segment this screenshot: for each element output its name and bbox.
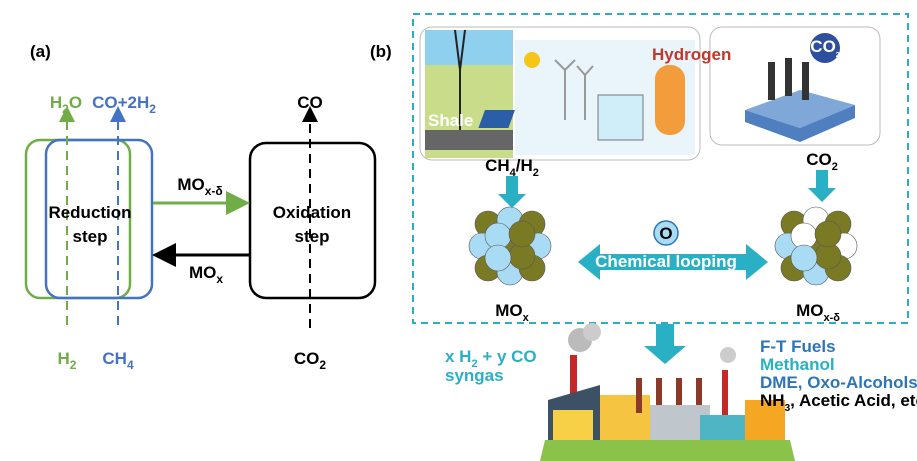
oxide-label: MOx — [495, 301, 529, 324]
panel-label: (a) — [30, 42, 51, 61]
shale-sky — [425, 30, 513, 65]
subscript: 2 — [832, 161, 838, 173]
label-text: CO — [297, 93, 323, 112]
step-label: step — [295, 227, 330, 246]
reactant-label: CH4 — [102, 349, 134, 372]
particle — [791, 245, 817, 271]
label-text: NH — [760, 391, 785, 410]
label-text: H — [50, 93, 62, 112]
h2-tank — [655, 65, 685, 135]
product-label: H2O — [50, 93, 82, 116]
label-text: MO — [177, 175, 204, 194]
particle — [485, 245, 511, 271]
label-text: F-T Fuels — [760, 337, 836, 356]
hydrogen-tag: Hydrogen — [652, 45, 731, 64]
oxide-particles — [469, 207, 857, 285]
step-label: Oxidation — [273, 203, 351, 222]
emission-tag: CO2 — [810, 37, 840, 59]
label-text: MO — [495, 301, 522, 320]
chimney — [785, 58, 792, 96]
reactant-label: H2 — [58, 349, 77, 372]
product-item: DME, Oxo-Alcohols — [760, 373, 917, 392]
label-text: + y CO — [478, 347, 537, 366]
label-text: CO — [294, 349, 320, 368]
panel-label: (b) — [370, 42, 392, 61]
reactant-label: CO2 — [294, 349, 327, 372]
syngas-label: syngas — [445, 366, 504, 385]
feed-arrow-right — [808, 170, 836, 202]
step-label: step — [73, 227, 108, 246]
subscript: 4 — [127, 358, 134, 372]
sun — [524, 52, 540, 68]
chimney — [768, 62, 775, 100]
label-text: syngas — [445, 366, 504, 385]
chimney — [802, 62, 809, 100]
label-text: H — [58, 349, 70, 368]
shale-tag: Shale — [428, 111, 473, 130]
electrolyzer — [598, 95, 643, 140]
subscript: 2 — [533, 167, 539, 179]
feed-label: CO2 — [806, 150, 838, 173]
loop-label: Chemical looping — [595, 252, 737, 271]
label-text: CO+2H — [92, 93, 149, 112]
subscript: x — [216, 272, 223, 286]
subscript: x-δ — [823, 312, 840, 324]
step-label: Reduction — [48, 203, 131, 222]
shale-layer — [425, 130, 513, 150]
page: {"panel_a": { "label": "(a)", "top": [["… — [0, 0, 917, 461]
label-text: CH — [485, 156, 510, 175]
product-label: CO+2H2 — [92, 93, 156, 116]
product-item: F-T Fuels — [760, 337, 836, 356]
flow-label: MOx-δ — [177, 175, 222, 198]
oxygen-label: O — [659, 224, 672, 243]
subscript: 2 — [836, 52, 840, 59]
product-item: Methanol — [760, 355, 835, 374]
product-label: CO — [297, 93, 323, 112]
label-text: Methanol — [760, 355, 835, 374]
label-text: MO — [189, 263, 216, 282]
particle — [509, 221, 535, 247]
label-text: DME, Oxo-Alcohols — [760, 373, 917, 392]
label-text: O — [69, 93, 82, 112]
subscript: 2 — [70, 358, 77, 372]
label-text: MO — [796, 301, 823, 320]
label-text: CO — [806, 150, 832, 169]
subscript: 2 — [319, 358, 326, 372]
feed-arrow-left — [498, 176, 526, 208]
flow-label: MOx — [189, 263, 223, 286]
oxide-label: MOx-δ — [796, 301, 840, 324]
figure: (a) (b) Shale Hydrogen O Chemical loopin… — [0, 0, 917, 461]
particle — [815, 221, 841, 247]
label-text: CH — [102, 349, 127, 368]
label-text: /H — [516, 156, 533, 175]
subscript: 2 — [149, 102, 156, 116]
label-text: x H — [445, 347, 471, 366]
label-text: , Acetic Acid, etc. — [790, 391, 917, 410]
subscript: x-δ — [205, 184, 223, 198]
label-text: CO — [810, 37, 836, 56]
subscript: x — [523, 312, 530, 324]
product-arrow — [644, 324, 686, 364]
